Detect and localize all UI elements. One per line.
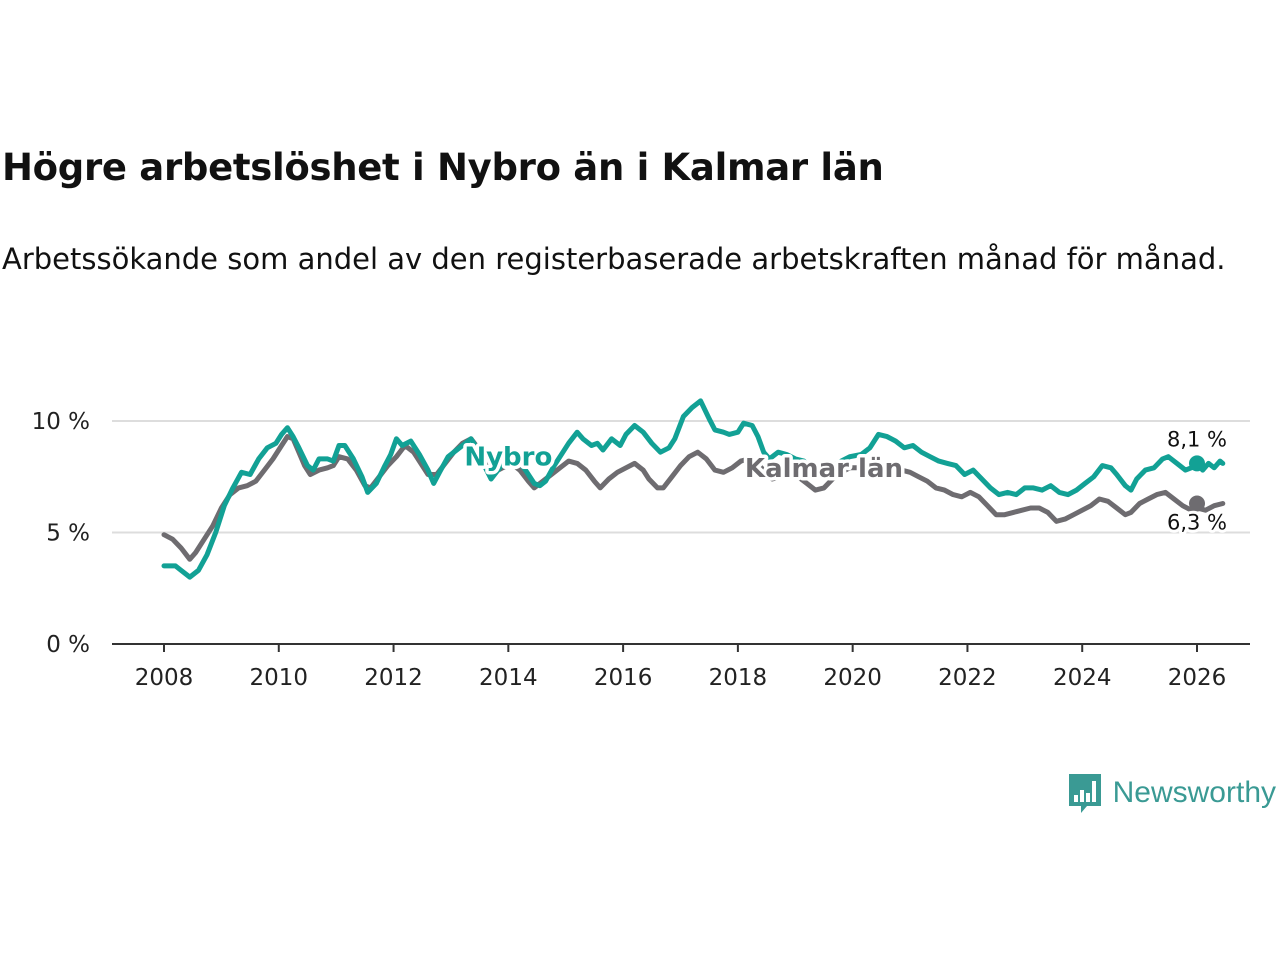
- chart-title: Högre arbetslöshet i Nybro än i Kalmar l…: [2, 146, 884, 189]
- y-tick-label: 10 %: [32, 409, 90, 435]
- brand-name: Newsworthy: [1112, 776, 1276, 809]
- x-tick-label: 2018: [709, 665, 768, 691]
- series-label-kalmar-lan: Kalmar län: [745, 454, 903, 484]
- series-line-nybro: [161, 398, 1226, 580]
- chart-subtitle: Arbetssökande som andel av den registerb…: [2, 242, 1226, 276]
- grid-lines: [112, 420, 1250, 534]
- series-line-kalmar-lan: [161, 434, 1226, 562]
- x-tick-label: 2010: [250, 665, 309, 691]
- series-labels: Nybro 8,1 % Kalmar län 6,3 %: [461, 424, 1230, 537]
- series-label-nybro: Nybro: [464, 443, 552, 473]
- end-value-label-kalmar-lan: 6,3 %: [1167, 511, 1227, 535]
- axes: 0 % 5 % 10 % 2008 2010 2012 2014 2016 2018 2020 20…: [32, 409, 1250, 691]
- y-tick-label: 5 %: [46, 521, 90, 547]
- bar-chart-speech-bubble-icon: [1068, 774, 1101, 813]
- x-tick-label: 2020: [823, 665, 882, 691]
- end-point-nybro: [1189, 455, 1205, 472]
- x-tick-label: 2008: [135, 665, 194, 691]
- y-tick-label: 0 %: [46, 632, 90, 658]
- x-tick-label: 2016: [594, 665, 653, 691]
- x-tick-label: 2024: [1053, 665, 1112, 691]
- line-chart: 0 % 5 % 10 % 2008 2010 2012 2014 2016 2018 2020 20…: [32, 398, 1250, 691]
- x-tick-label: 2012: [364, 665, 423, 691]
- end-point-kalmar-lan: [1189, 495, 1205, 512]
- x-tick-label: 2022: [938, 665, 997, 691]
- series-lines: [161, 398, 1226, 580]
- newsworthy-brand: Newsworthy: [1067, 772, 1276, 814]
- x-tick-label: 2026: [1168, 665, 1227, 691]
- end-value-label-nybro: 8,1 %: [1167, 427, 1227, 451]
- x-tick-label: 2014: [479, 665, 538, 691]
